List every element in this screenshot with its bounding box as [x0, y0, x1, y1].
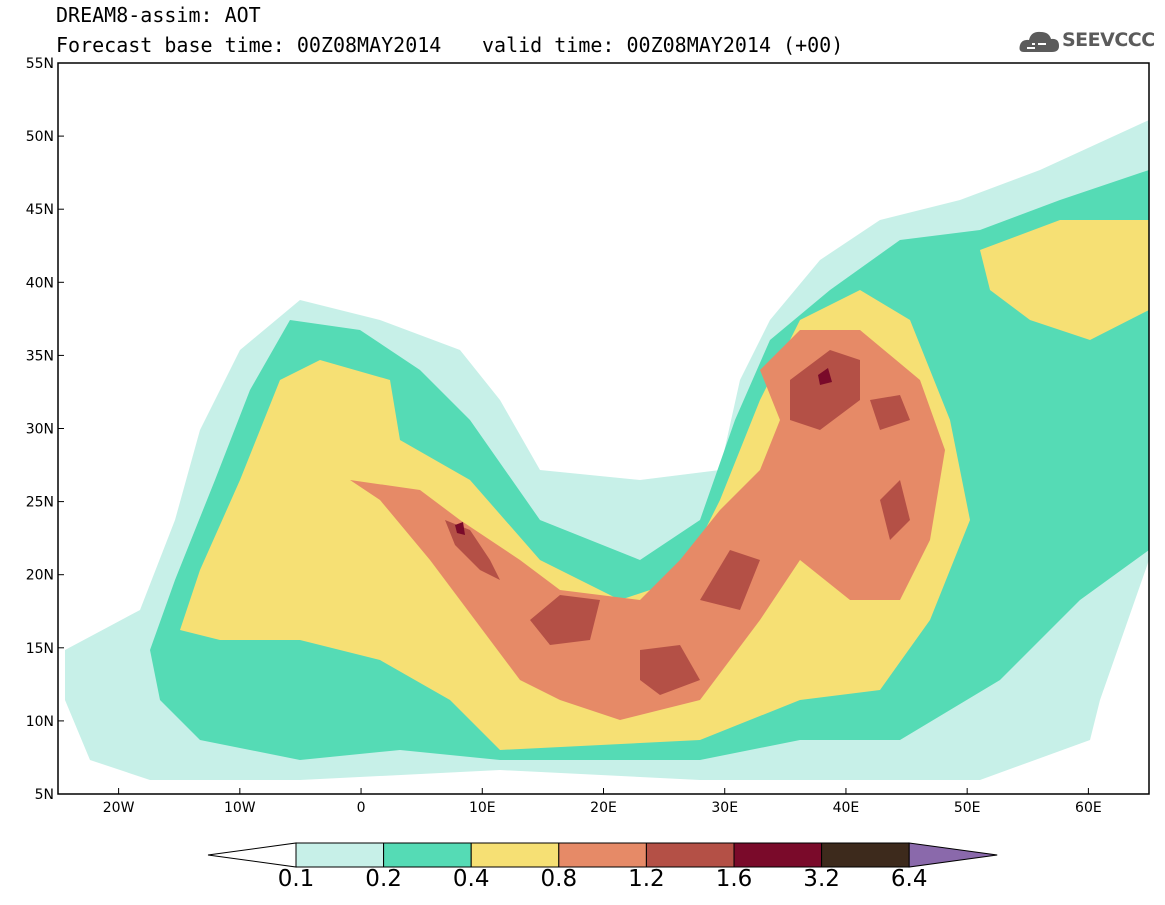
- colorbar-swatch: [821, 842, 910, 868]
- lon-tick-label: 0: [357, 800, 366, 816]
- colorbar-label: 0.1: [277, 866, 315, 892]
- lon-tick-label: 10E: [469, 800, 496, 816]
- colorbar-swatch: [383, 842, 472, 868]
- lon-ticks: 20W 10W 0 10E 20E 30E 40E 50E 60E: [103, 788, 1102, 816]
- lat-tick-label: 20N: [26, 568, 54, 584]
- lat-tick-label: 25N: [26, 495, 54, 511]
- lon-tick-label: 60E: [1075, 800, 1102, 816]
- colorbar-swatch: [558, 842, 647, 868]
- colorbar-swatch: [733, 842, 823, 868]
- lat-tick-label: 5N: [35, 787, 54, 803]
- lon-tick-label: 10W: [224, 800, 256, 816]
- colorbar-label: 0.8: [540, 866, 578, 892]
- forecast-base-time: Forecast base time: 00Z08MAY2014: [56, 33, 442, 57]
- colorbar-label: 3.2: [803, 866, 840, 892]
- lon-tick-label: 20E: [590, 800, 617, 816]
- lat-tick-label: 40N: [26, 275, 54, 291]
- lon-tick-label: 30E: [711, 800, 738, 816]
- lon-tick-label: 40E: [833, 800, 860, 816]
- lat-tick-label: 10N: [26, 714, 54, 730]
- cloud-icon: [1019, 31, 1059, 52]
- lat-tick-label: 55N: [26, 56, 54, 72]
- lat-tick-label: 45N: [26, 202, 54, 218]
- colorbar-swatch: [645, 842, 735, 868]
- aot-field: [65, 120, 1149, 780]
- colorbar-label: 0.2: [365, 866, 402, 892]
- colorbar-swatch: [295, 842, 385, 868]
- logo-text: SEEVCCC: [1062, 29, 1155, 51]
- lat-tick-label: 30N: [26, 422, 54, 438]
- lat-ticks: 55N 50N 45N 40N 35N 30N 25N 20N 15N 10N 5N: [26, 56, 64, 803]
- colorbar-label: 6.4: [890, 866, 928, 892]
- lat-tick-label: 15N: [26, 641, 54, 657]
- lat-tick-label: 35N: [26, 348, 54, 364]
- lon-tick-label: 50E: [954, 800, 981, 816]
- colorbar-label: 0.4: [452, 866, 490, 892]
- colorbar-low-cap: [207, 842, 297, 868]
- colorbar-label: 1.2: [628, 866, 665, 892]
- lon-tick-label: 20W: [103, 800, 135, 816]
- colorbar: [207, 842, 998, 868]
- colorbar-label: 1.6: [715, 866, 753, 892]
- colorbar-high-cap: [908, 842, 998, 868]
- valid-time: valid time: 00Z08MAY2014 (+00): [482, 33, 844, 57]
- colorbar-swatch: [470, 842, 560, 868]
- map-title: DREAM8-assim: AOT: [56, 3, 261, 27]
- lat-tick-label: 50N: [26, 129, 54, 145]
